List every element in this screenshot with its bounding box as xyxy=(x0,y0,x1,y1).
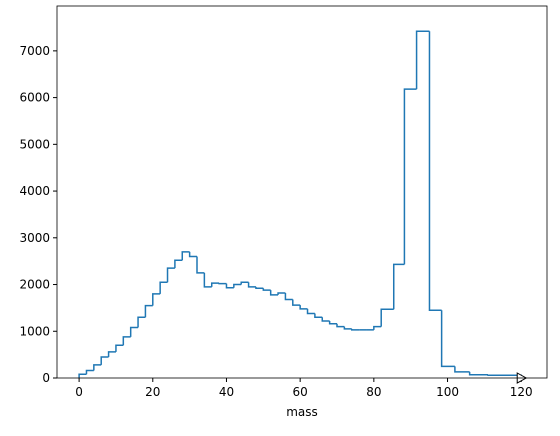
histogram-step xyxy=(160,282,167,294)
x-tick-label: 20 xyxy=(145,385,160,399)
histogram-step xyxy=(394,264,405,309)
x-tick-label: 60 xyxy=(293,385,308,399)
histogram-step xyxy=(168,268,175,282)
histogram-step xyxy=(145,306,152,318)
histogram-step xyxy=(322,317,329,321)
histogram-step xyxy=(488,375,521,378)
histogram-step xyxy=(300,305,307,309)
histogram-step xyxy=(109,352,116,357)
histogram-step xyxy=(344,327,351,329)
histogram-step xyxy=(308,309,315,314)
histogram-step xyxy=(153,294,160,306)
histogram-step xyxy=(285,293,292,300)
histogram-step xyxy=(404,89,416,264)
histogram-step xyxy=(417,31,430,89)
histogram-step xyxy=(175,260,182,268)
histogram-step xyxy=(271,290,278,295)
y-tick-label: 4000 xyxy=(19,184,50,198)
histogram-step xyxy=(442,310,455,366)
y-tick-label: 3000 xyxy=(19,231,50,245)
histogram-step xyxy=(86,371,93,375)
x-tick-label: 120 xyxy=(510,385,533,399)
axes-frame xyxy=(57,6,547,378)
histogram-step xyxy=(212,283,219,287)
histogram-step xyxy=(293,299,300,305)
y-tick-label: 7000 xyxy=(19,44,50,58)
x-axis-label: mass xyxy=(286,405,318,419)
histogram-step xyxy=(315,314,322,318)
histogram-step xyxy=(204,273,211,287)
y-tick-label: 2000 xyxy=(19,278,50,292)
histogram-step xyxy=(190,252,197,257)
x-tick-label: 100 xyxy=(436,385,459,399)
y-tick-label: 5000 xyxy=(19,137,50,151)
histogram-step xyxy=(138,317,145,327)
histogram-step xyxy=(470,372,488,375)
histogram-step xyxy=(330,321,337,324)
x-tick-label: 40 xyxy=(219,385,234,399)
y-tick-label: 0 xyxy=(42,371,50,385)
histogram-step xyxy=(226,284,233,288)
histogram-step xyxy=(182,252,189,260)
histogram-step xyxy=(374,327,381,330)
histogram-step xyxy=(241,282,248,284)
histogram-step xyxy=(131,328,138,337)
histogram-step xyxy=(249,282,256,287)
histogram-step xyxy=(278,293,285,295)
histogram-step xyxy=(234,285,241,288)
histogram-step xyxy=(429,31,441,310)
histogram-step xyxy=(352,329,359,330)
y-tick-label: 1000 xyxy=(19,324,50,338)
histogram-step xyxy=(256,287,263,288)
histogram-step xyxy=(79,374,86,378)
histogram-step xyxy=(455,366,470,372)
histogram-step xyxy=(381,309,394,326)
histogram-step xyxy=(337,324,344,327)
x-tick-label: 80 xyxy=(366,385,381,399)
y-tick-label: 6000 xyxy=(19,91,50,105)
x-tick-label: 0 xyxy=(75,385,83,399)
histogram-step xyxy=(263,288,270,290)
histogram-step xyxy=(101,357,108,365)
histogram-step xyxy=(197,256,204,272)
histogram-step xyxy=(116,345,123,352)
histogram-step xyxy=(123,337,130,345)
histogram-step xyxy=(94,365,101,371)
